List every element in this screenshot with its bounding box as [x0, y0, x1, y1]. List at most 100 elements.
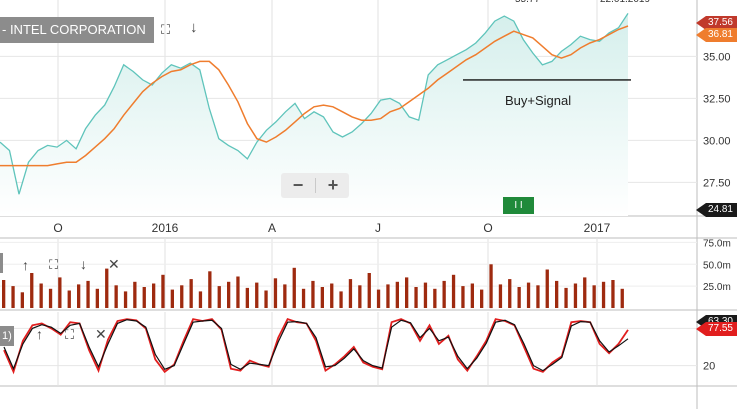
expand-icon[interactable]: ⛶	[65, 327, 75, 342]
x-tick-label: 2016	[152, 221, 179, 235]
top-cut-text: 22.01.2019	[600, 0, 650, 5]
volume-bar	[189, 279, 193, 308]
y-tick-label: 32.50	[703, 93, 731, 105]
volume-bar	[339, 291, 343, 308]
low-price-tag: 24.81	[695, 203, 737, 217]
volume-bar	[592, 285, 596, 309]
volume-bar	[114, 285, 118, 309]
instrument-title[interactable]: - INTEL CORPORATION	[0, 17, 154, 43]
volume-pane-tab[interactable]	[0, 253, 3, 273]
price-line	[0, 13, 629, 195]
arrow-down-icon[interactable]: ↓	[80, 256, 87, 272]
volume-bar	[123, 291, 128, 308]
volume-bar	[423, 282, 428, 308]
y-tick-label: 25.0m	[703, 282, 731, 293]
volume-bar	[283, 284, 287, 308]
close-icon[interactable]: ✕	[95, 326, 107, 342]
price-area-fill	[0, 13, 628, 217]
zoom-in-button[interactable]: +	[327, 175, 339, 195]
volume-bar	[170, 289, 174, 308]
volume-bar	[161, 274, 165, 309]
volume-bar	[433, 288, 437, 309]
volume-bar	[133, 281, 137, 309]
stoch-d-line	[3, 319, 629, 372]
volume-bar	[526, 282, 531, 308]
top-cut-text: 55.77	[515, 0, 540, 5]
volume-bar	[545, 269, 549, 308]
volume-bar	[498, 284, 503, 308]
arrow-down-icon[interactable]: ↓	[190, 19, 198, 36]
volume-bar	[264, 290, 268, 308]
volume-bar	[358, 285, 362, 309]
signal-badge[interactable]: I I	[503, 197, 534, 214]
y-tick-label: 75.0m	[703, 238, 731, 249]
x-tick-label: O	[53, 221, 62, 235]
volume-bar	[405, 277, 409, 308]
volume-bar	[95, 288, 99, 309]
volume-bar	[480, 289, 484, 308]
volume-bar	[292, 267, 296, 309]
volume-bar	[376, 289, 381, 308]
moving-average-line	[0, 25, 629, 167]
volume-bar	[601, 281, 606, 309]
buy-signal-label: Buy+Signal	[505, 93, 572, 108]
volume-bar	[564, 287, 568, 308]
volume-bar	[105, 268, 109, 308]
volume-bar	[330, 283, 334, 308]
last-price-tag: 37.56	[695, 16, 737, 30]
volume-bar	[451, 274, 456, 309]
volume-bar	[508, 279, 512, 308]
zoom-control: − +	[281, 173, 349, 198]
volume-bar	[395, 281, 399, 309]
volume-bar	[198, 291, 203, 308]
volume-bar	[301, 288, 306, 309]
volume-bar	[367, 273, 371, 308]
y-tick-label: 20	[703, 361, 715, 373]
volume-bar	[583, 277, 587, 308]
volume-bar	[573, 283, 578, 308]
x-tick-label: A	[268, 221, 276, 235]
volume-bar	[611, 280, 615, 308]
y-tick-label: 50.0m	[703, 260, 731, 271]
volume-bar	[620, 288, 624, 309]
volume-bar	[77, 284, 81, 308]
zoom-out-button[interactable]: −	[292, 175, 304, 195]
volume-bar	[142, 287, 146, 308]
stoch-pane-label[interactable]: 1)	[0, 326, 14, 346]
stoch-k-tag: 77.55	[695, 322, 737, 336]
volume-bar	[152, 283, 156, 308]
volume-bar	[320, 287, 324, 308]
volume-bar	[311, 280, 315, 308]
close-icon[interactable]: ✕	[108, 256, 120, 272]
volume-bar	[386, 284, 390, 308]
volume-bar	[2, 280, 6, 308]
volume-bar	[86, 280, 90, 308]
expand-icon[interactable]: ⛶	[49, 257, 59, 272]
arrow-up-icon[interactable]: ↑	[36, 326, 43, 342]
arrow-up-icon[interactable]: ↑	[22, 257, 29, 273]
volume-bar	[39, 283, 43, 308]
volume-bar	[208, 271, 212, 309]
volume-bar	[11, 286, 15, 308]
expand-icon[interactable]: ⛶	[161, 22, 171, 37]
volume-bar	[30, 273, 34, 308]
volume-bar	[461, 286, 465, 308]
x-tick-label: O	[483, 221, 492, 235]
y-tick-label: 27.50	[703, 177, 731, 189]
volume-bar	[227, 281, 231, 309]
ma-price-tag: 36.81	[695, 28, 737, 42]
volume-bar	[48, 288, 53, 309]
volume-bar	[255, 282, 259, 308]
volume-bar	[414, 287, 418, 308]
volume-bar	[245, 287, 249, 308]
x-tick-label: J	[375, 221, 381, 235]
zoom-separator	[315, 178, 316, 193]
stoch-k-line	[3, 318, 629, 375]
y-tick-label: 30.00	[703, 135, 731, 147]
volume-bar	[470, 283, 474, 308]
y-tick-label: 35.00	[703, 51, 731, 63]
volume-bar	[217, 286, 221, 308]
volume-bar	[517, 287, 521, 308]
volume-bar	[442, 280, 446, 308]
